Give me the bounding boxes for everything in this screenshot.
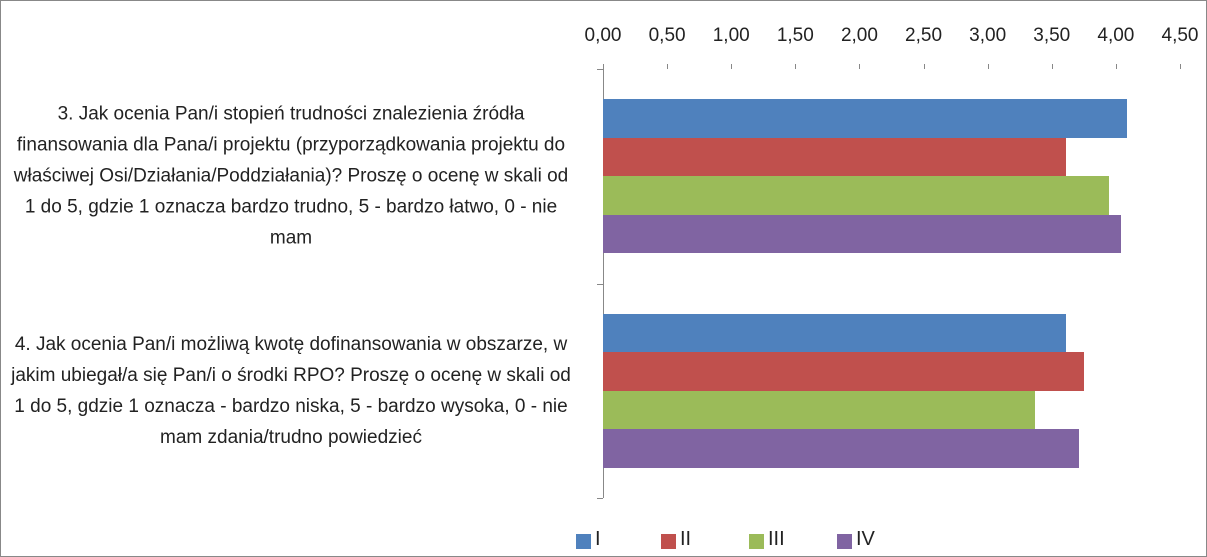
- axis-tick: [597, 498, 603, 499]
- x-tick-label: 2,00: [840, 25, 878, 46]
- legend-label: II: [680, 528, 692, 550]
- tick-mark: [1115, 64, 1117, 69]
- legend-swatch: [749, 534, 764, 549]
- x-tick-label: 3,50: [1033, 25, 1071, 46]
- tick-mark: [1180, 64, 1181, 69]
- axis-line: [603, 69, 604, 498]
- x-tick-label: 0,50: [648, 25, 686, 46]
- legend-swatch: [661, 534, 676, 549]
- bar: [603, 352, 1084, 391]
- x-tick-label: 1,00: [712, 25, 750, 46]
- bar: [603, 176, 1110, 215]
- tick-mark: [603, 64, 604, 69]
- legend-swatch: [576, 534, 591, 549]
- axis-tick: [597, 283, 603, 285]
- legend-swatch: [837, 534, 852, 549]
- bar: [603, 390, 1036, 430]
- category-label: 3. Jak ocenia Pan/i stopień trudności zn…: [13, 103, 569, 249]
- x-tick-label: 3,00: [969, 25, 1007, 46]
- legend-label: IV: [856, 528, 875, 550]
- x-tick-label: 4,00: [1097, 25, 1135, 46]
- tick-mark: [859, 64, 861, 69]
- legend-label: III: [768, 528, 785, 550]
- tick-mark: [795, 64, 797, 69]
- x-tick-label: 4,50: [1161, 25, 1199, 46]
- x-tick-label: 1,50: [776, 25, 814, 46]
- bar: [603, 137, 1066, 177]
- x-tick-label: 2,50: [905, 25, 943, 46]
- category-label: 4. Jak ocenia Pan/i możliwą kwotę dofina…: [11, 333, 571, 448]
- tick-mark: [1051, 64, 1053, 69]
- tick-mark: [923, 64, 925, 69]
- x-tick-label: 0,00: [584, 25, 622, 46]
- axis-tick: [597, 69, 603, 70]
- tick-mark: [667, 64, 669, 69]
- bar: [603, 429, 1079, 468]
- bar: [603, 313, 1066, 353]
- tick-mark: [987, 64, 989, 69]
- bar: [603, 214, 1122, 254]
- bar: [603, 99, 1128, 138]
- legend-label: I: [595, 528, 601, 550]
- tick-mark: [731, 64, 733, 69]
